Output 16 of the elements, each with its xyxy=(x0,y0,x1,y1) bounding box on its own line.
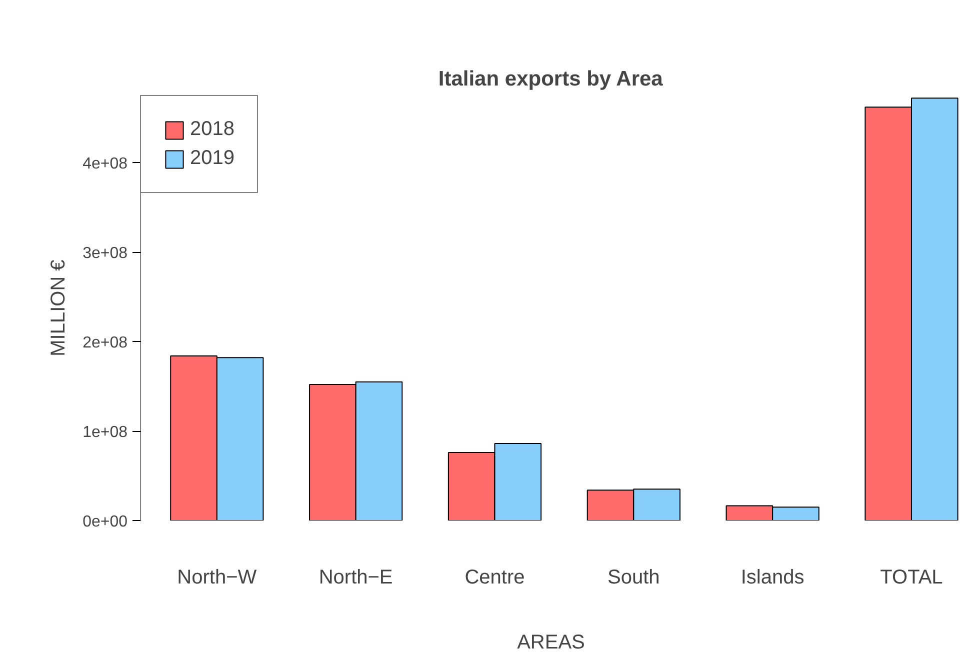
x-tick-label: Islands xyxy=(740,566,804,588)
chart-title: Italian exports by Area xyxy=(438,68,664,90)
x-tick-label: TOTAL xyxy=(880,566,943,588)
y-axis-title: MILLION € xyxy=(48,260,70,356)
x-axis-title: AREAS xyxy=(517,632,585,654)
y-tick-label: 1e+08 xyxy=(82,424,128,442)
x-tick-label: South xyxy=(608,566,660,588)
x-tick-label: North−W xyxy=(177,566,257,588)
x-tick-label: North−E xyxy=(318,566,393,588)
y-tick-label: 2e+08 xyxy=(82,334,128,352)
y-tick-label: 0e+00 xyxy=(82,514,128,530)
y-tick-label: 4e+08 xyxy=(82,156,128,173)
y-tick-label: 3e+08 xyxy=(82,245,128,262)
legend-label: 2018 xyxy=(190,118,234,141)
legend-label: 2019 xyxy=(190,147,234,170)
x-tick-label: Centre xyxy=(464,566,525,588)
